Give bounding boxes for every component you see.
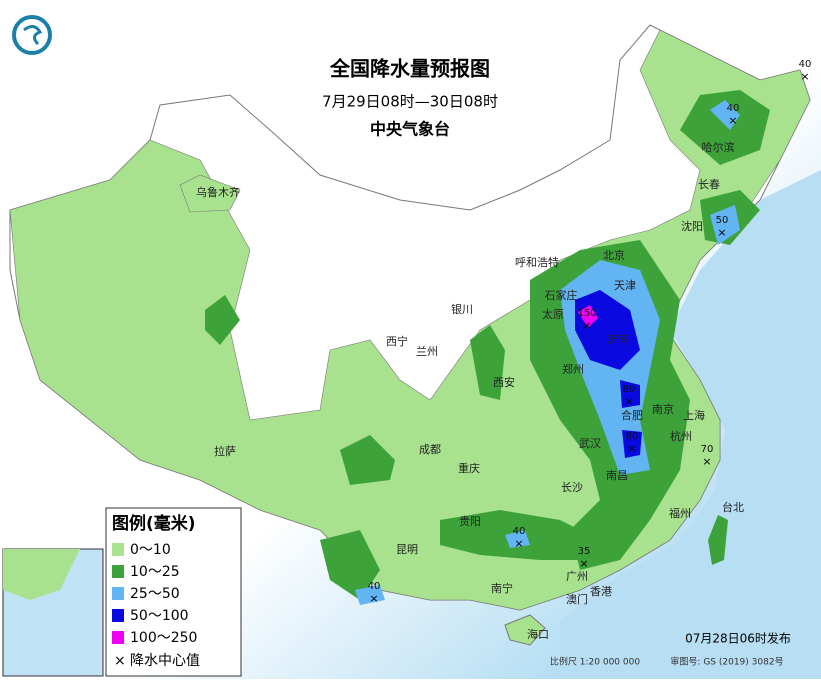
city-label: 乌鲁木齐 bbox=[196, 185, 240, 199]
rain-area bbox=[622, 430, 642, 458]
legend-center-mark: × bbox=[114, 653, 126, 669]
center-mark: × bbox=[624, 395, 633, 408]
rain-area bbox=[205, 295, 240, 345]
scale: 比例尺 1:20 000 000 bbox=[550, 656, 640, 668]
city-label: 杭州 bbox=[670, 429, 692, 443]
rain-area bbox=[680, 90, 770, 165]
center-mark: × bbox=[579, 557, 588, 570]
city-label: 合肥 bbox=[621, 408, 643, 422]
legend-title: 图例(毫米) bbox=[112, 513, 196, 534]
legend-center-label: 降水中心值 bbox=[130, 653, 200, 669]
inset-map bbox=[2, 548, 104, 677]
center-value: 35 bbox=[578, 546, 591, 557]
legend-label: 100～250 bbox=[130, 630, 197, 646]
rain-area bbox=[710, 205, 740, 245]
center-value: 40 bbox=[513, 526, 526, 537]
legend-swatch bbox=[112, 565, 124, 578]
center-value: 50 bbox=[716, 215, 729, 226]
rain-area bbox=[340, 435, 395, 485]
city-label: 西宁 bbox=[386, 334, 408, 348]
city-label: 福州 bbox=[669, 506, 691, 520]
rain-area bbox=[620, 380, 640, 408]
city-label: 广州 bbox=[566, 570, 588, 583]
city-label: 南京 bbox=[652, 402, 674, 416]
legend-label: 10～25 bbox=[130, 564, 180, 580]
city-label: 上海 bbox=[683, 408, 705, 422]
center-value: 150 bbox=[577, 308, 596, 319]
rain-area bbox=[470, 325, 505, 400]
city-label: 济南 bbox=[607, 332, 629, 346]
city-label: 成都 bbox=[419, 443, 441, 456]
city-label: 澳门 bbox=[566, 592, 588, 606]
legend-label: 25～50 bbox=[130, 586, 180, 602]
legend-label: 0～10 bbox=[130, 542, 171, 558]
rain-area bbox=[505, 530, 530, 548]
center-value: 40 bbox=[368, 581, 381, 592]
center-value: 70 bbox=[701, 444, 714, 455]
legend-swatch bbox=[112, 609, 124, 622]
center-mark: × bbox=[717, 226, 726, 239]
city-label: 太原 bbox=[542, 308, 564, 321]
city-label: 石家庄 bbox=[545, 288, 578, 302]
city-label: 兰州 bbox=[416, 345, 438, 358]
city-label: 哈尔滨 bbox=[702, 140, 735, 154]
city-label: 银川 bbox=[451, 302, 473, 316]
city-label: 南宁 bbox=[491, 581, 513, 595]
city-label: 长沙 bbox=[561, 481, 583, 494]
title: 全国降水量预报图 bbox=[329, 57, 490, 81]
rain-area bbox=[179, 174, 241, 213]
center-value: 40 bbox=[799, 59, 812, 70]
city-label: 拉萨 bbox=[214, 444, 236, 458]
subtitle: 7月29日08时—30日08时 bbox=[322, 93, 498, 111]
center-value: 80 bbox=[626, 431, 639, 442]
legend-swatch bbox=[112, 631, 124, 644]
review-number: 审图号: GS (2019) 3082号 bbox=[670, 656, 783, 668]
legend-swatch bbox=[112, 587, 124, 600]
city-label: 长春 bbox=[698, 178, 720, 191]
city-label: 北京 bbox=[603, 248, 625, 262]
center-mark: × bbox=[702, 455, 711, 468]
center-mark: × bbox=[369, 592, 378, 605]
center-mark: × bbox=[627, 442, 636, 455]
rain-area bbox=[710, 100, 740, 130]
rain-area bbox=[320, 530, 380, 600]
center-mark: × bbox=[728, 114, 737, 127]
city-label: 台北 bbox=[722, 500, 744, 514]
city-label: 昆明 bbox=[396, 543, 418, 556]
city-label: 西安 bbox=[493, 375, 515, 389]
center-mark: × bbox=[514, 537, 523, 550]
city-label: 南昌 bbox=[606, 469, 628, 482]
city-label: 重庆 bbox=[458, 461, 480, 475]
center-value: 40 bbox=[727, 103, 740, 114]
center-mark: × bbox=[582, 319, 591, 332]
hainan bbox=[504, 614, 546, 646]
city-label: 呼和浩特 bbox=[515, 255, 559, 269]
city-label: 天津 bbox=[614, 279, 636, 292]
issuer: 中央气象台 bbox=[370, 120, 450, 139]
taiwan bbox=[708, 515, 728, 565]
rain-area bbox=[355, 585, 385, 605]
center-mark: × bbox=[800, 70, 809, 83]
rain-area bbox=[578, 305, 598, 328]
sea bbox=[560, 170, 821, 679]
precipitation-areas bbox=[9, 29, 811, 611]
legend-swatch bbox=[112, 543, 124, 556]
city-label: 香港 bbox=[590, 585, 612, 598]
city-label: 武汉 bbox=[579, 437, 601, 450]
logo bbox=[12, 15, 52, 55]
center-value: 80 bbox=[623, 384, 636, 395]
city-label: 郑州 bbox=[562, 362, 584, 376]
legend-label: 50～100 bbox=[130, 608, 189, 624]
city-label: 贵阳 bbox=[459, 515, 481, 528]
city-label: 海口 bbox=[527, 627, 549, 641]
legend-box bbox=[105, 507, 242, 677]
issue-time: 07月28日06时发布 bbox=[685, 631, 791, 646]
city-label: 沈阳 bbox=[681, 219, 703, 233]
